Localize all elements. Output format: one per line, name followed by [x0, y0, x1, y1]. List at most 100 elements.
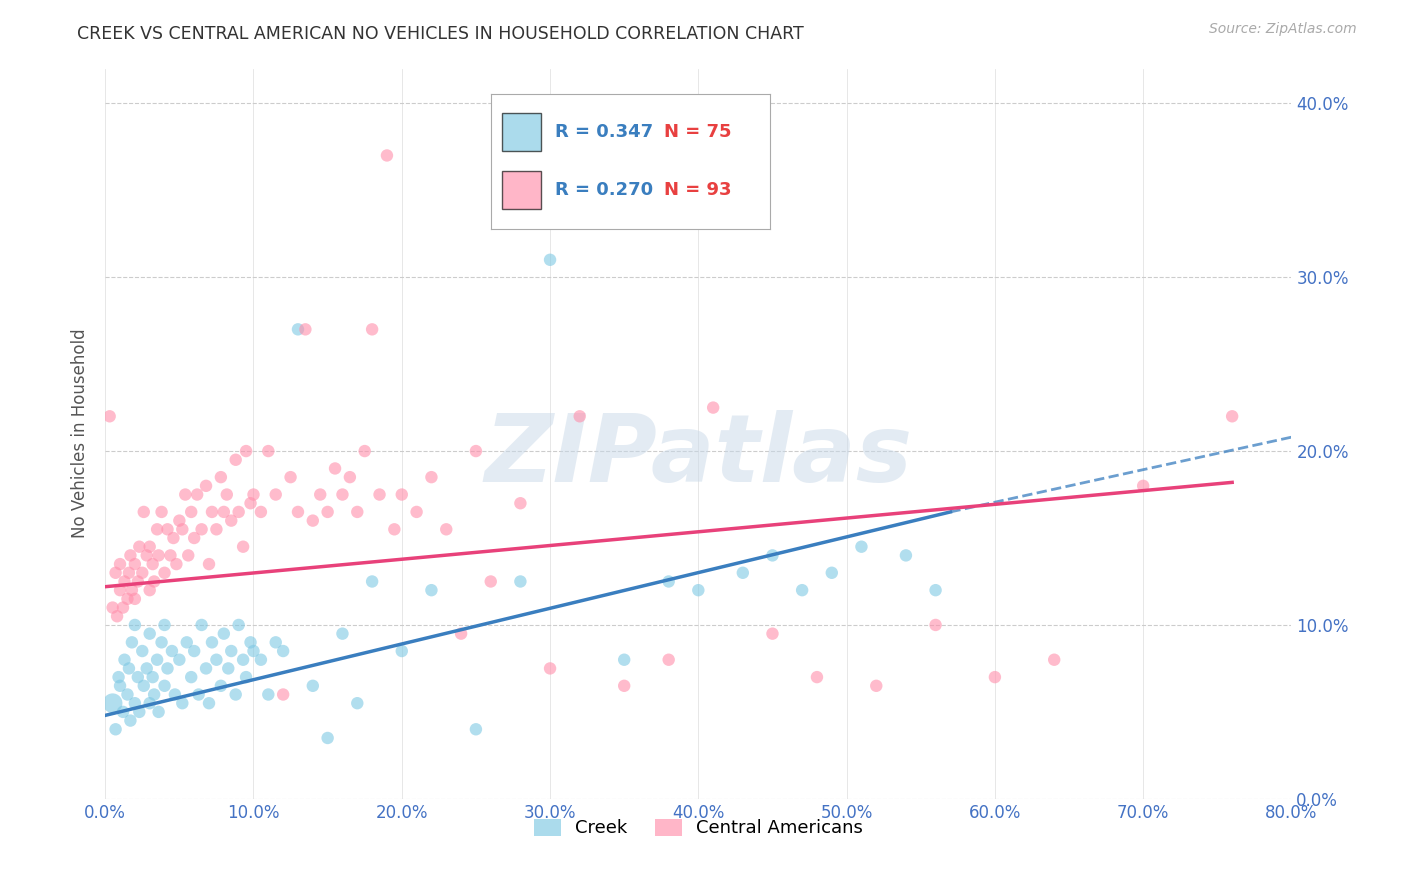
Legend: Creek, Central Americans: Creek, Central Americans: [526, 812, 870, 845]
Point: [434, 522, 457, 536]
Point: [150, 505, 173, 519]
Point: [225, 452, 247, 467]
Point: [165, 557, 187, 571]
Point: [271, 688, 294, 702]
Point: [212, 505, 235, 519]
Point: [131, 566, 153, 580]
Point: [148, 705, 170, 719]
Point: [143, 574, 166, 589]
Point: [257, 688, 280, 702]
Point: [138, 626, 160, 640]
Point: [420, 583, 443, 598]
Point: [132, 679, 155, 693]
Point: [174, 487, 197, 501]
Point: [124, 696, 146, 710]
Point: [159, 549, 181, 563]
Point: [239, 635, 262, 649]
Point: [316, 731, 339, 745]
Point: [190, 618, 212, 632]
Point: [821, 566, 844, 580]
Point: [205, 522, 228, 536]
Point: [761, 626, 783, 640]
Point: [108, 557, 131, 571]
Point: [138, 583, 160, 598]
Point: [128, 705, 150, 719]
Point: [761, 549, 783, 563]
Point: [332, 626, 354, 640]
Point: [806, 670, 828, 684]
Point: [613, 679, 636, 693]
Point: [568, 409, 591, 424]
Point: [984, 670, 1007, 684]
Point: [187, 688, 209, 702]
Point: [162, 531, 184, 545]
Point: [118, 661, 141, 675]
Point: [127, 574, 149, 589]
Point: [156, 522, 179, 536]
Point: [242, 644, 264, 658]
Point: [186, 487, 208, 501]
Point: [1132, 479, 1154, 493]
Point: [180, 505, 202, 519]
Point: [339, 470, 361, 484]
Point: [212, 626, 235, 640]
Point: [731, 566, 754, 580]
Point: [658, 574, 681, 589]
Point: [250, 505, 273, 519]
Point: [688, 583, 710, 598]
Point: [538, 252, 561, 267]
Point: [361, 322, 384, 336]
Point: [1043, 653, 1066, 667]
Point: [287, 322, 309, 336]
Point: [538, 661, 561, 675]
Point: [217, 661, 239, 675]
Point: [1220, 409, 1243, 424]
Point: [117, 688, 139, 702]
Point: [924, 583, 946, 598]
Point: [368, 487, 391, 501]
Point: [294, 322, 316, 336]
Point: [851, 540, 873, 554]
Point: [108, 583, 131, 598]
Point: [382, 522, 405, 536]
Point: [195, 661, 218, 675]
Point: [464, 444, 486, 458]
Point: [287, 505, 309, 519]
Point: [114, 653, 136, 667]
Point: [420, 470, 443, 484]
Text: CREEK VS CENTRAL AMERICAN NO VEHICLES IN HOUSEHOLD CORRELATION CHART: CREEK VS CENTRAL AMERICAN NO VEHICLES IN…: [77, 25, 804, 43]
Point: [301, 514, 323, 528]
Point: [209, 470, 232, 484]
Point: [153, 618, 176, 632]
Point: [127, 670, 149, 684]
Point: [201, 635, 224, 649]
Point: [111, 600, 134, 615]
Point: [702, 401, 724, 415]
Point: [894, 549, 917, 563]
Point: [146, 653, 169, 667]
Point: [169, 653, 191, 667]
Point: [131, 644, 153, 658]
Point: [104, 723, 127, 737]
Point: [264, 487, 287, 501]
Point: [117, 591, 139, 606]
Point: [190, 522, 212, 536]
Point: [124, 557, 146, 571]
Point: [148, 549, 170, 563]
Point: [332, 487, 354, 501]
Point: [163, 688, 186, 702]
Point: [169, 514, 191, 528]
Point: [924, 618, 946, 632]
Point: [153, 679, 176, 693]
Point: [104, 566, 127, 580]
Point: [280, 470, 302, 484]
Point: [792, 583, 814, 598]
Point: [316, 505, 339, 519]
Point: [242, 487, 264, 501]
Point: [195, 479, 218, 493]
Point: [450, 626, 472, 640]
Point: [219, 514, 242, 528]
Point: [309, 487, 332, 501]
Point: [346, 696, 368, 710]
Point: [198, 696, 221, 710]
